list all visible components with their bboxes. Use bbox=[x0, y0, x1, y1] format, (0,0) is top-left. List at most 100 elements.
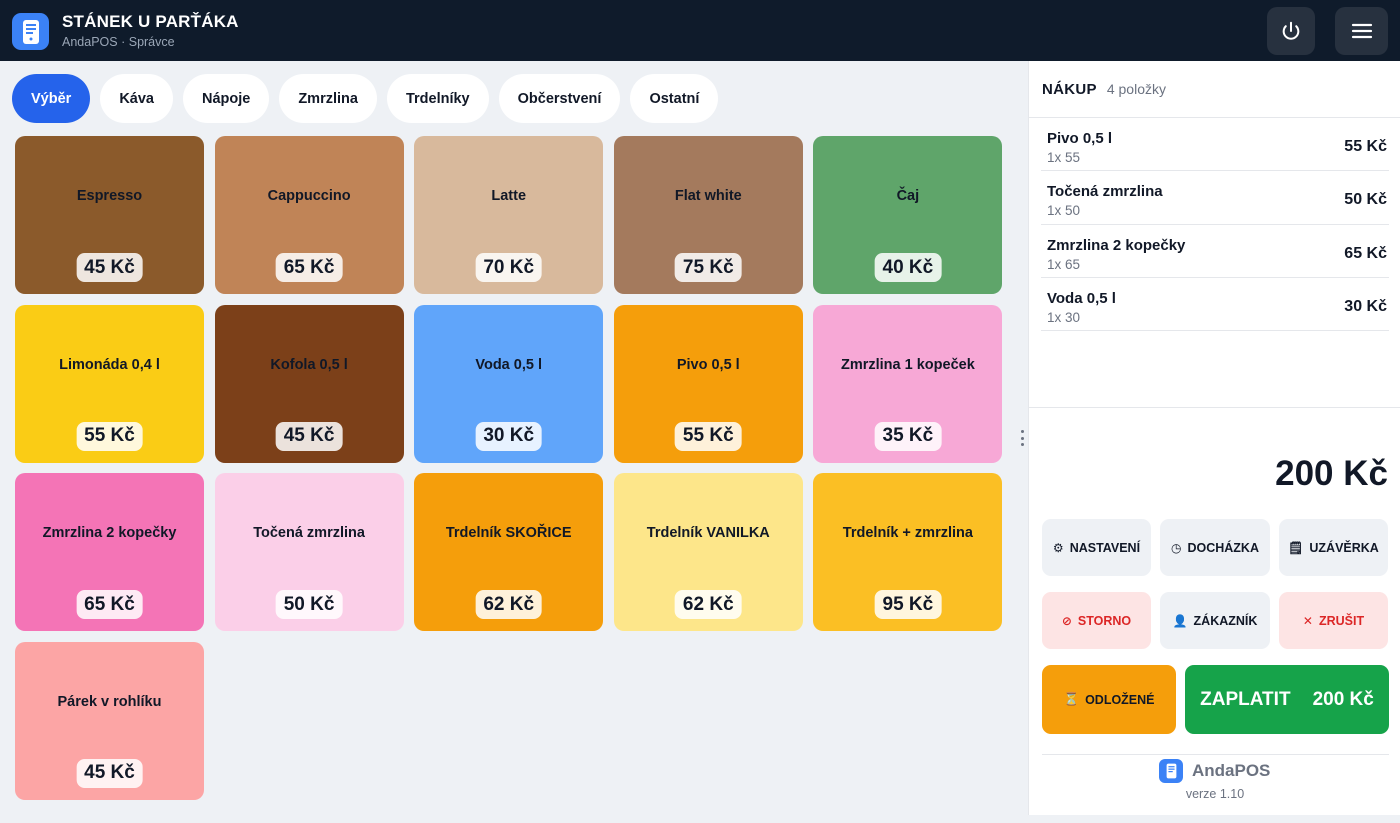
cart-item-count: 4 položky bbox=[1106, 81, 1166, 97]
tab-category[interactable]: Výběr bbox=[12, 74, 91, 123]
customer-button[interactable]: 👤 ZÁKAZNÍK bbox=[1160, 592, 1270, 649]
product-name: Latte bbox=[491, 188, 527, 204]
tab-category[interactable]: Občerstvení bbox=[498, 74, 621, 123]
tab-category[interactable]: Nápoje bbox=[182, 74, 270, 123]
power-button[interactable] bbox=[1267, 7, 1315, 55]
cancel-button[interactable]: ✕ ZRUŠIT bbox=[1279, 592, 1388, 649]
product-name: Zmrzlina 2 kopečky bbox=[42, 525, 177, 542]
pay-button[interactable]: ZAPLATIT 200 Kč bbox=[1185, 665, 1389, 734]
cart-item-qty: 1x 30 bbox=[1047, 309, 1081, 325]
product-tile[interactable]: Espresso 45 Kč bbox=[15, 136, 204, 294]
cart-item-price: 50 Kč bbox=[1344, 191, 1387, 209]
gear-icon: ⚙ bbox=[1052, 540, 1064, 555]
product-price: 55 Kč bbox=[76, 421, 143, 451]
tab-category[interactable]: Káva bbox=[100, 74, 173, 123]
pay-amount: 200 Kč bbox=[1312, 688, 1374, 710]
store-title: STÁNEK U PARŤÁKA bbox=[62, 12, 239, 31]
product-price: 40 Kč bbox=[874, 253, 942, 282]
divider bbox=[1042, 754, 1389, 755]
tab-category[interactable]: Trdelníky bbox=[386, 74, 489, 123]
product-price: 70 Kč bbox=[475, 253, 543, 282]
cart-list: Pivo 0,5 l 1x 55 55 Kč Točená zmrzlina 1x 50… bbox=[1041, 118, 1389, 332]
storno-label: STORNO bbox=[1077, 613, 1132, 628]
product-tile[interactable]: Limonáda 0,4 l 55 Kč bbox=[15, 304, 204, 463]
closing-button[interactable]: 🗒 UZÁVĚRKA bbox=[1279, 519, 1388, 576]
product-name: Flat white bbox=[674, 188, 742, 204]
product-name: Limonáda 0,4 l bbox=[59, 356, 160, 373]
product-grid: Espresso 45 Kč Cappuccino 65 Kč Latte 70 Kč Fl… bbox=[15, 136, 1003, 800]
cart-row[interactable]: Voda 0,5 l 1x 30 30 Kč bbox=[1041, 278, 1389, 332]
product-tile[interactable]: Cappuccino 65 Kč bbox=[214, 136, 404, 294]
product-price: 62 Kč bbox=[475, 590, 543, 620]
cart-row[interactable]: Točená zmrzlina 1x 50 50 Kč bbox=[1041, 171, 1389, 225]
tab-category[interactable]: Ostatní bbox=[630, 74, 719, 123]
customer-label: ZÁKAZNÍK bbox=[1193, 613, 1258, 628]
product-price: 45 Kč bbox=[76, 758, 143, 788]
app-logo-icon bbox=[1159, 759, 1183, 783]
product-name: Cappuccino bbox=[267, 188, 351, 204]
tab-category[interactable]: Zmrzlina bbox=[279, 74, 377, 123]
cart-item-qty: 1x 55 bbox=[1047, 150, 1081, 165]
app-name: AndaPOS bbox=[62, 35, 118, 49]
product-tile[interactable]: Točená zmrzlina 50 Kč bbox=[214, 473, 404, 632]
panel-resize-handle[interactable] bbox=[1018, 430, 1026, 446]
subtitle-separator: · bbox=[121, 35, 126, 49]
app-version: verze 1.10 bbox=[1185, 787, 1245, 801]
product-price: 95 Kč bbox=[874, 590, 942, 620]
clock-icon: ◷ bbox=[1170, 540, 1182, 555]
product-tile[interactable]: Čaj 40 Kč bbox=[813, 136, 1003, 294]
footer-app-name: AndaPOS bbox=[1192, 761, 1271, 780]
product-price: 65 Kč bbox=[76, 590, 143, 620]
product-name: Voda 0,5 l bbox=[475, 356, 542, 373]
parked-orders-button[interactable]: ⏳ ODLOŽENÉ bbox=[1042, 665, 1176, 734]
prohibited-icon: ⊘ bbox=[1061, 613, 1072, 628]
cart-item-name: Voda 0,5 l bbox=[1047, 289, 1116, 307]
product-tile[interactable]: Zmrzlina 1 kopeček 35 Kč bbox=[813, 304, 1003, 463]
storno-button[interactable]: ⊘ STORNO bbox=[1042, 592, 1151, 649]
cart-row[interactable]: Pivo 0,5 l 1x 55 55 Kč bbox=[1041, 118, 1389, 172]
brand-subtitle: AndaPOS · Správce bbox=[62, 35, 239, 49]
cart-title: NÁKUP bbox=[1042, 81, 1097, 98]
product-price: 55 Kč bbox=[674, 421, 742, 451]
product-tile[interactable]: Voda 0,5 l 30 Kč bbox=[414, 304, 604, 463]
parked-label: ODLOŽENÉ bbox=[1085, 692, 1155, 707]
cart-panel: NÁKUP 4 položky Pivo 0,5 l 1x 55 55 Kč Toče… bbox=[1028, 61, 1400, 815]
product-price: 50 Kč bbox=[275, 590, 343, 620]
product-name: Trdelník + zmrzlina bbox=[842, 525, 973, 542]
product-tile[interactable]: Trdelník + zmrzlina 95 Kč bbox=[813, 473, 1003, 632]
product-name: Zmrzlina 1 kopeček bbox=[840, 356, 975, 373]
product-tile[interactable]: Pivo 0,5 l 55 Kč bbox=[613, 304, 803, 463]
power-icon bbox=[1282, 21, 1300, 40]
hourglass-icon: ⏳ bbox=[1063, 692, 1080, 706]
product-name: Pivo 0,5 l bbox=[676, 356, 740, 373]
top-bar: STÁNEK U PARŤÁKA AndaPOS · Správce bbox=[0, 0, 1400, 61]
close-icon: ✕ bbox=[1302, 613, 1313, 628]
settings-button[interactable]: ⚙ NASTAVENÍ bbox=[1042, 519, 1151, 576]
menu-button[interactable] bbox=[1335, 7, 1388, 55]
product-price: 45 Kč bbox=[275, 421, 343, 451]
product-tile[interactable]: Trdelník VANILKA 62 Kč bbox=[613, 473, 803, 632]
divider bbox=[1029, 407, 1400, 408]
cart-item-qty: 1x 50 bbox=[1047, 203, 1081, 219]
product-tile[interactable]: Trdelník SKOŘICE 62 Kč bbox=[414, 473, 604, 632]
product-tile[interactable]: Kofola 0,5 l 45 Kč bbox=[214, 304, 404, 463]
cart-row[interactable]: Zmrzlina 2 kopečky 1x 65 65 Kč bbox=[1041, 225, 1389, 278]
product-tile[interactable]: Latte 70 Kč bbox=[414, 136, 604, 294]
cart-item-price: 55 Kč bbox=[1344, 138, 1387, 155]
category-tabs: Výběr Káva Nápoje Zmrzlina Trdelníky Občerstv… bbox=[12, 74, 719, 123]
user-role: Správce bbox=[128, 35, 175, 49]
person-icon: 👤 bbox=[1172, 613, 1188, 628]
product-tile[interactable]: Flat white 75 Kč bbox=[613, 136, 803, 294]
product-price: 30 Kč bbox=[475, 421, 543, 451]
product-name: Espresso bbox=[76, 188, 143, 204]
pay-label: ZAPLATIT bbox=[1200, 688, 1291, 710]
attendance-button[interactable]: ◷ DOCHÁZKA bbox=[1160, 519, 1270, 576]
brand: STÁNEK U PARŤÁKA AndaPOS · Správce bbox=[62, 12, 239, 49]
settings-label: NASTAVENÍ bbox=[1069, 540, 1141, 555]
product-name: Čaj bbox=[896, 188, 920, 204]
product-name: Trdelník SKOŘICE bbox=[445, 525, 572, 542]
divider bbox=[1029, 117, 1400, 118]
product-tile[interactable]: Párek v rohlíku 45 Kč bbox=[15, 641, 204, 800]
cart-item-name: Pivo 0,5 l bbox=[1047, 130, 1113, 147]
product-tile[interactable]: Zmrzlina 2 kopečky 65 Kč bbox=[15, 473, 204, 632]
